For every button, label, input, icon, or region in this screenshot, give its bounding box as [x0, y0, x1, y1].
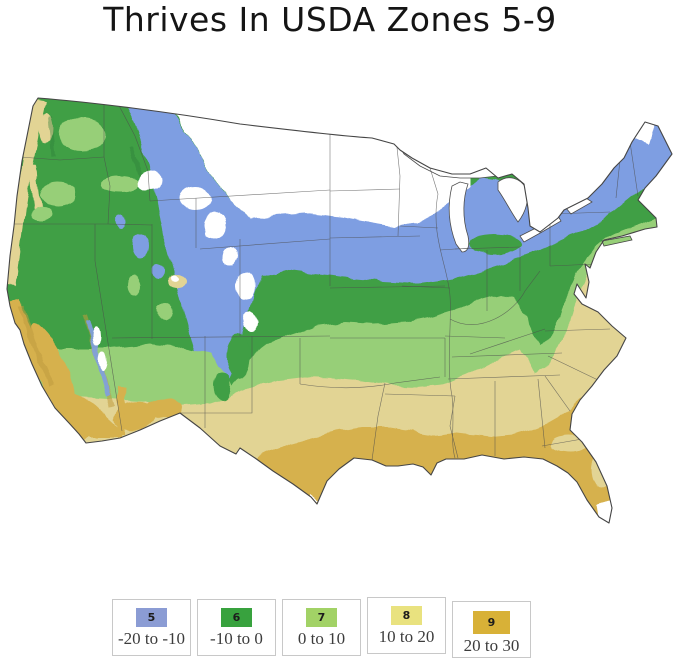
rio-grande-zone6: [214, 372, 230, 400]
snake-plain-zone7: [100, 176, 140, 192]
zone6-range: -10 to 0: [210, 629, 263, 648]
legend-item-zone9: 9 20 to 30: [452, 601, 531, 658]
south-oregon-zone7: [32, 207, 52, 221]
zone5-swatch: 5: [136, 608, 167, 627]
zone9-range: 20 to 30: [463, 636, 520, 655]
finger-lakes-zone5: [568, 212, 588, 224]
colorado-rockies-below5b: [243, 311, 257, 331]
zone7-range: 0 to 10: [297, 629, 346, 648]
colorado-river-zone9: [116, 385, 126, 437]
sierra-zone5-flank: [85, 320, 111, 397]
central-valley-zone9: [28, 323, 76, 413]
adirondack-below5: [568, 142, 608, 170]
socal-zone9: [60, 394, 122, 438]
nevada-zone5-patch2: [152, 262, 164, 280]
michigan-south-zone6: [469, 234, 521, 254]
central-oregon-zone7: [40, 182, 76, 206]
nevada-valley-zone7a: [128, 276, 142, 296]
new-mexico-zone6-tongue: [226, 334, 250, 378]
state-borders-layer: [7, 98, 639, 461]
columbia-basin-zone7: [58, 117, 106, 151]
montana-rockies-below5a: [138, 171, 162, 191]
zone9-swatch: 9: [473, 611, 510, 634]
page-title: Thrives In USDA Zones 5-9: [103, 0, 557, 39]
zone8-range: 10 to 20: [378, 627, 435, 646]
yellowstone-below5: [203, 212, 227, 240]
zone8-swatch: 8: [391, 606, 422, 625]
zone-fill-layer: [7, 98, 672, 523]
legend-item-zone7: 7 0 to 10: [282, 599, 361, 656]
wyoming-below5: [222, 246, 238, 266]
colorado-rockies-below5a: [235, 272, 255, 300]
arizona-desert-zone9b: [147, 398, 183, 418]
pennsylvania-zone5-patch: [554, 232, 566, 240]
nevada-zone5-patch1: [132, 234, 148, 258]
long-island: [601, 235, 633, 247]
legend-item-zone8: 8 10 to 20: [367, 597, 446, 654]
idaho-ridge: [128, 145, 144, 182]
zone6-swatch: 6: [221, 608, 252, 627]
coast-range-ridge: [17, 305, 55, 388]
legend-item-zone5: 5 -20 to -10: [112, 599, 191, 656]
nevada-zone5-patch3: [115, 214, 125, 228]
lake-michigan: [448, 181, 470, 253]
north-florida-zone8: [552, 436, 588, 452]
zone5-region: [120, 98, 672, 394]
zone5-range: -20 to -10: [117, 629, 186, 648]
legend-item-zone6: 6 -10 to 0: [197, 599, 276, 656]
sierra-crest-below5b: [99, 352, 107, 370]
sierra-crest-below5a: [92, 326, 100, 346]
california-coast-zone9: [7, 298, 93, 443]
willamette-zone8: [28, 165, 42, 217]
usda-zone-map: [0, 86, 679, 548]
lake-huron: [497, 177, 528, 223]
cascades-ridge: [48, 115, 56, 157]
pacific-coast-zone8-strip: [7, 98, 46, 287]
nevada-valley-zone7b: [157, 303, 173, 319]
great-salt-lake: [171, 275, 179, 281]
zone-legend: 5 -20 to -10 6 -10 to 0 7 0 to 10 8 10 t…: [112, 597, 531, 658]
zone7-swatch: 7: [306, 608, 337, 627]
usda-zone-map-svg: [6, 97, 673, 524]
